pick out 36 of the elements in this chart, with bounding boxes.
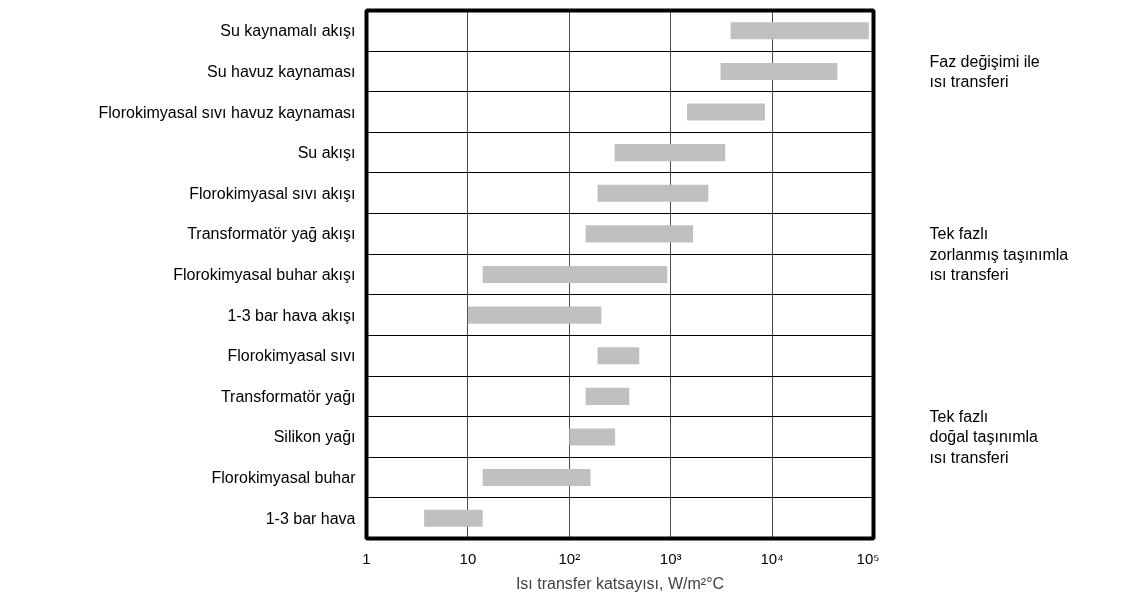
x-axis-title: Isı transfer katsayısı, W/m²°C <box>515 574 725 592</box>
y-tick-label: Su havuz kaynaması <box>206 62 356 80</box>
y-tick-label: Su akışı <box>297 144 356 162</box>
bar <box>720 62 838 80</box>
x-tick-label: 10 <box>459 549 477 567</box>
y-tick-label: Florokimyasal sıvı havuz kaynaması <box>98 103 356 121</box>
y-tick-label: Florokimyasal sıvı <box>227 347 356 365</box>
y-tick-label: Transformatör yağ akışı <box>187 225 356 243</box>
bar <box>569 428 616 446</box>
bar <box>614 144 726 162</box>
y-tick-label: 1-3 bar hava <box>265 509 356 527</box>
y-tick-label: Florokimyasal sıvı akışı <box>189 184 356 202</box>
bar <box>585 387 630 405</box>
bar <box>687 103 765 121</box>
bar <box>482 265 668 284</box>
text: Tek fazlı doğal taşınımla ısı transferi <box>929 408 1039 466</box>
bar <box>597 347 640 365</box>
bar <box>730 22 869 40</box>
x-tick-label: 10⁴ <box>760 549 784 567</box>
y-tick-label: Su kaynamalı akışı <box>220 22 356 40</box>
bar <box>597 184 709 202</box>
y-tick-label: Florokimyasal buhar <box>211 469 357 487</box>
bar <box>585 225 694 243</box>
x-tick-label: 10² <box>558 549 581 567</box>
text: Faz değişimi ile ısı transferi <box>929 52 1040 91</box>
text: Tek fazlı zorlanmış taşınımla ısı transferi <box>929 225 1069 284</box>
x-tick-label: 1 <box>362 549 371 567</box>
y-tick-label: Transformatör yağı <box>220 387 356 405</box>
y-tick-label: Florokimyasal buhar akışı <box>173 266 356 283</box>
bar <box>467 306 602 324</box>
y-tick-label: 1-3 bar hava akışı <box>227 306 356 324</box>
x-tick-label: 10⁵ <box>856 549 880 567</box>
bar <box>482 469 591 487</box>
bar <box>424 509 483 527</box>
y-tick-label: Silikon yağı <box>273 428 356 446</box>
x-tick-label: 10³ <box>659 549 682 567</box>
